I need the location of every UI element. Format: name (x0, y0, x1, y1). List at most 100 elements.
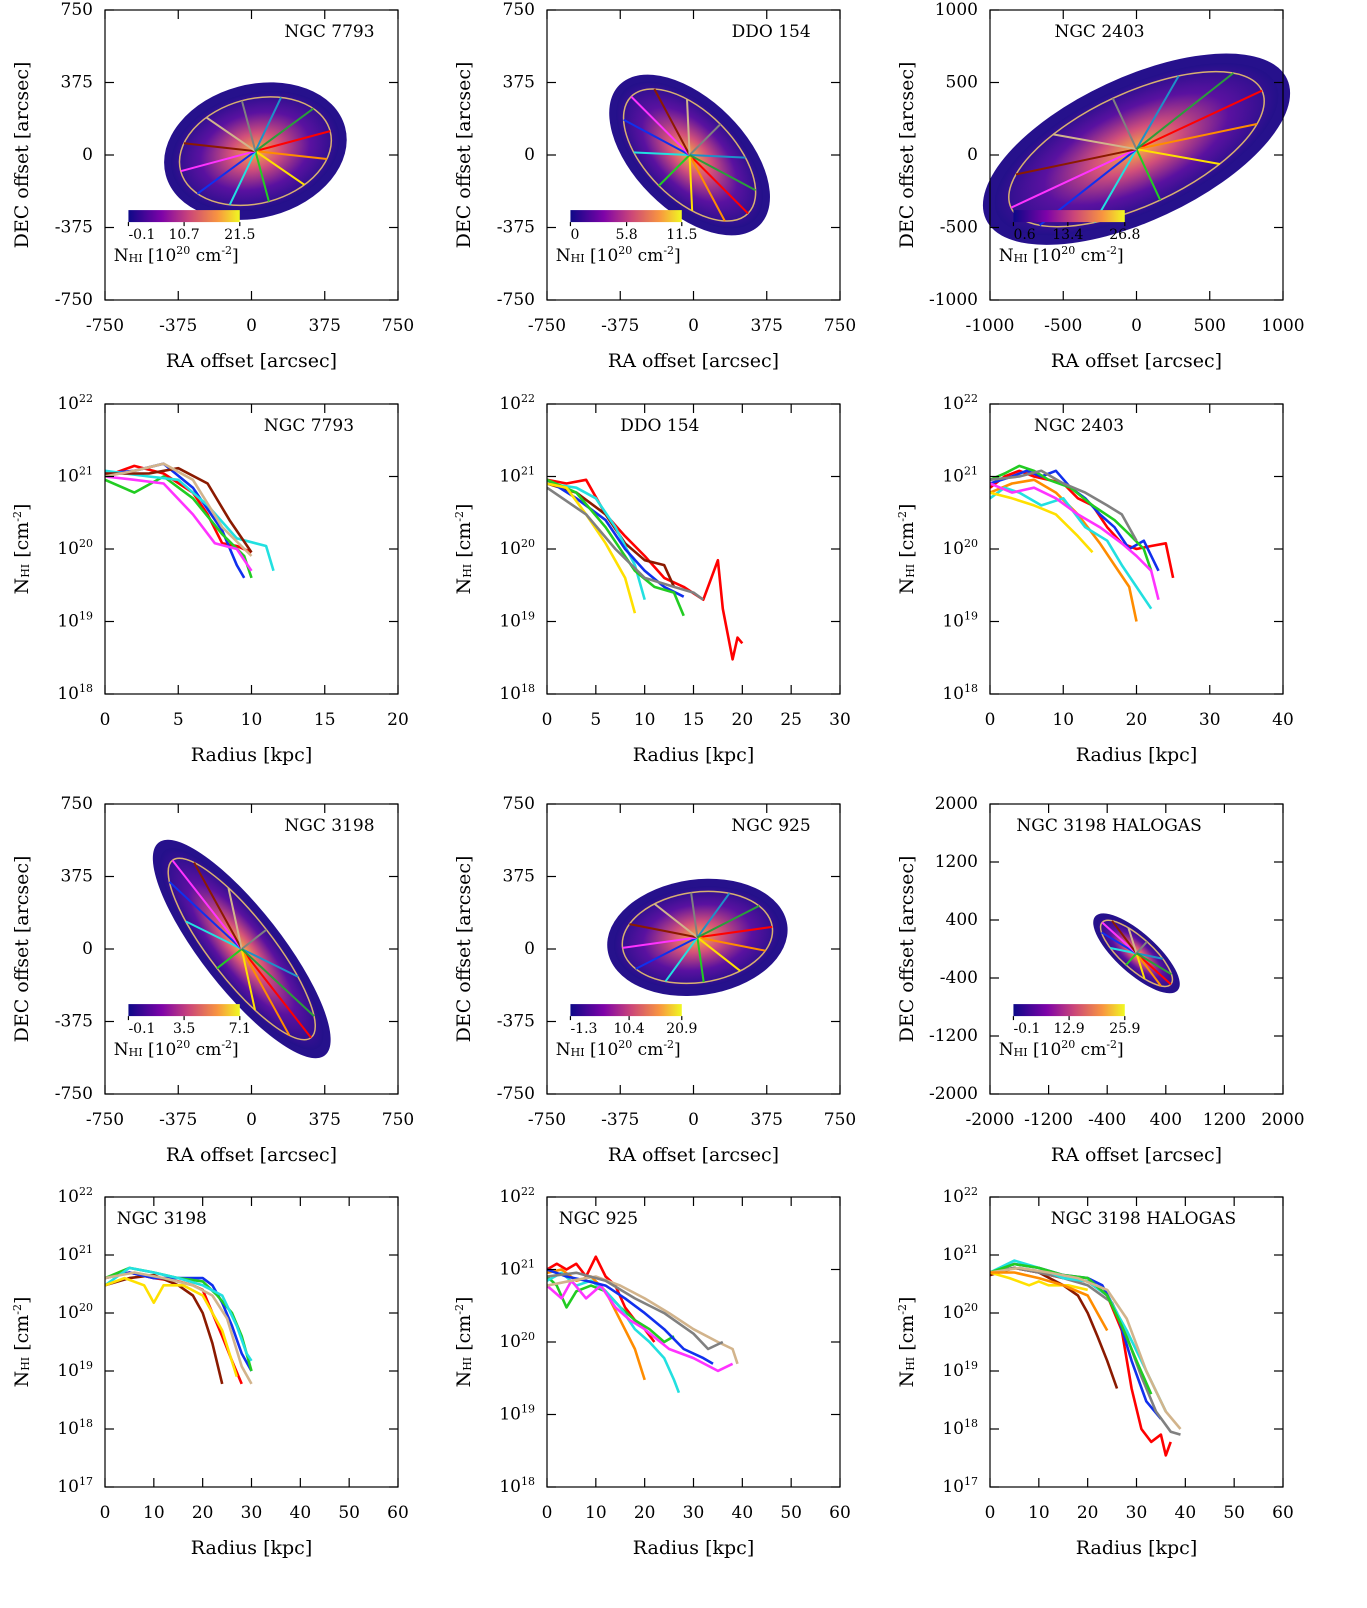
y-axis-label: DEC offset [arcsec] (453, 856, 475, 1043)
sector-line (696, 936, 741, 972)
profile-line (105, 1271, 253, 1372)
sector-line (686, 99, 691, 156)
axes-frame (989, 803, 1284, 1095)
x-tick-label: 1200 (1203, 1110, 1246, 1130)
x-axis-label: Radius [kpc] (1076, 1537, 1197, 1559)
sector-line (1136, 148, 1220, 165)
y-tick-label: -375 (497, 217, 535, 237)
y-tick-label: 2000 (935, 794, 978, 814)
x-tick-label: 0 (1131, 316, 1142, 336)
y-tick-label: 1017 (57, 1475, 93, 1496)
sector-line (629, 923, 698, 939)
profile-line (990, 1266, 1182, 1430)
y-tick-label: 400 (946, 910, 978, 930)
y-tick-label: 0 (524, 939, 535, 959)
x-tick-label: -1000 (965, 316, 1014, 336)
y-tick-label: 1018 (942, 1417, 978, 1438)
panel: 0 10 20 30 40 50 60101710181019102010211022Rad… (11, 1185, 409, 1559)
x-axis-label: Radius [kpc] (1076, 744, 1197, 766)
x-tick-label: -375 (601, 316, 639, 336)
sector-line (255, 150, 327, 161)
colorbar (1013, 1004, 1125, 1017)
ring (622, 88, 757, 222)
profile-line (105, 1273, 224, 1385)
profile-line (547, 1271, 724, 1351)
x-tick-label: 30 (829, 710, 851, 730)
x-tick-label: 0 (542, 1503, 553, 1523)
profile-line (990, 1271, 1088, 1292)
sector-line (228, 150, 257, 206)
panel-title: NGC 3198 HALOGAS (1016, 816, 1201, 836)
x-tick-label: 10 (241, 710, 263, 730)
x-tick-label: 10 (585, 1503, 607, 1523)
x-tick-label: 375 (751, 1110, 783, 1130)
y-tick-label: 1200 (935, 852, 978, 872)
panel-title: DDO 154 (620, 416, 699, 436)
galaxy-image (607, 878, 788, 997)
x-tick-label: 375 (751, 316, 783, 336)
y-tick-label: -375 (55, 1011, 93, 1031)
y-tick-label: 375 (503, 72, 535, 92)
sector-line (183, 142, 256, 153)
axes-frame (546, 403, 841, 695)
y-tick-label: -1200 (929, 1026, 978, 1046)
profile-line (990, 464, 1153, 572)
x-tick-label: 20 (1126, 710, 1148, 730)
sector-line (696, 904, 760, 939)
profile-line (105, 475, 253, 572)
x-tick-label: 30 (1126, 1503, 1148, 1523)
y-axis-label: DEC offset [arcsec] (11, 62, 33, 249)
profile-line (990, 491, 1094, 554)
x-tick-label: 60 (387, 1503, 409, 1523)
y-tick-label: 1022 (942, 1185, 978, 1206)
y-axis-label: DEC offset [arcsec] (896, 62, 918, 249)
y-tick-label: -750 (55, 1084, 93, 1104)
y-tick-label: 1019 (499, 1403, 535, 1424)
profile-line (547, 482, 637, 614)
x-tick-label: 50 (338, 1503, 360, 1523)
y-tick-label: 1020 (499, 537, 535, 558)
y-tick-label: 750 (61, 0, 93, 20)
sector-line (171, 859, 243, 950)
x-tick-label: 750 (382, 1110, 414, 1130)
x-tick-label: 10 (143, 1503, 165, 1523)
sector-line (1111, 97, 1138, 150)
x-tick-label: -750 (86, 1110, 124, 1130)
axes-frame (104, 1196, 399, 1488)
sector-line (240, 100, 257, 152)
y-tick-label: 1019 (57, 1359, 93, 1380)
profile-line (990, 1262, 1153, 1395)
sector-line (622, 936, 698, 949)
x-tick-label: 5 (590, 710, 601, 730)
panel: 0 5 10 15 20 1018 1019 1020 1021 1022 Radius [kpc]… (11, 392, 409, 766)
x-tick-label: 15 (314, 710, 336, 730)
x-tick-label: 10 (1028, 1503, 1050, 1523)
profile-line (547, 478, 685, 617)
y-tick-label: 1020 (942, 537, 978, 558)
sector-line (633, 151, 690, 156)
galaxy-image (1093, 913, 1180, 994)
x-tick-label: 0 (246, 1110, 257, 1130)
sector-line (664, 936, 699, 983)
profile-line (547, 486, 705, 601)
sector-line (254, 107, 314, 152)
panel-title: NGC 925 (731, 816, 810, 836)
x-tick-label: 0 (542, 710, 553, 730)
y-tick-label: 1022 (499, 392, 535, 413)
y-tick-label: 375 (61, 72, 93, 92)
galaxy-image (609, 74, 770, 236)
x-tick-label: 40 (1175, 1503, 1197, 1523)
y-tick-label: 1017 (942, 1475, 978, 1496)
sector-line (240, 948, 256, 1011)
y-tick-label: -375 (55, 217, 93, 237)
colorbar-tick-label: 0.6 (1013, 227, 1035, 243)
sector-line (1136, 952, 1163, 960)
colorbar-tick-label: 13.4 (1052, 227, 1083, 243)
x-tick-label: 40 (732, 1503, 754, 1523)
y-tick-label: 1018 (57, 682, 93, 703)
axes-frame (546, 1196, 841, 1488)
